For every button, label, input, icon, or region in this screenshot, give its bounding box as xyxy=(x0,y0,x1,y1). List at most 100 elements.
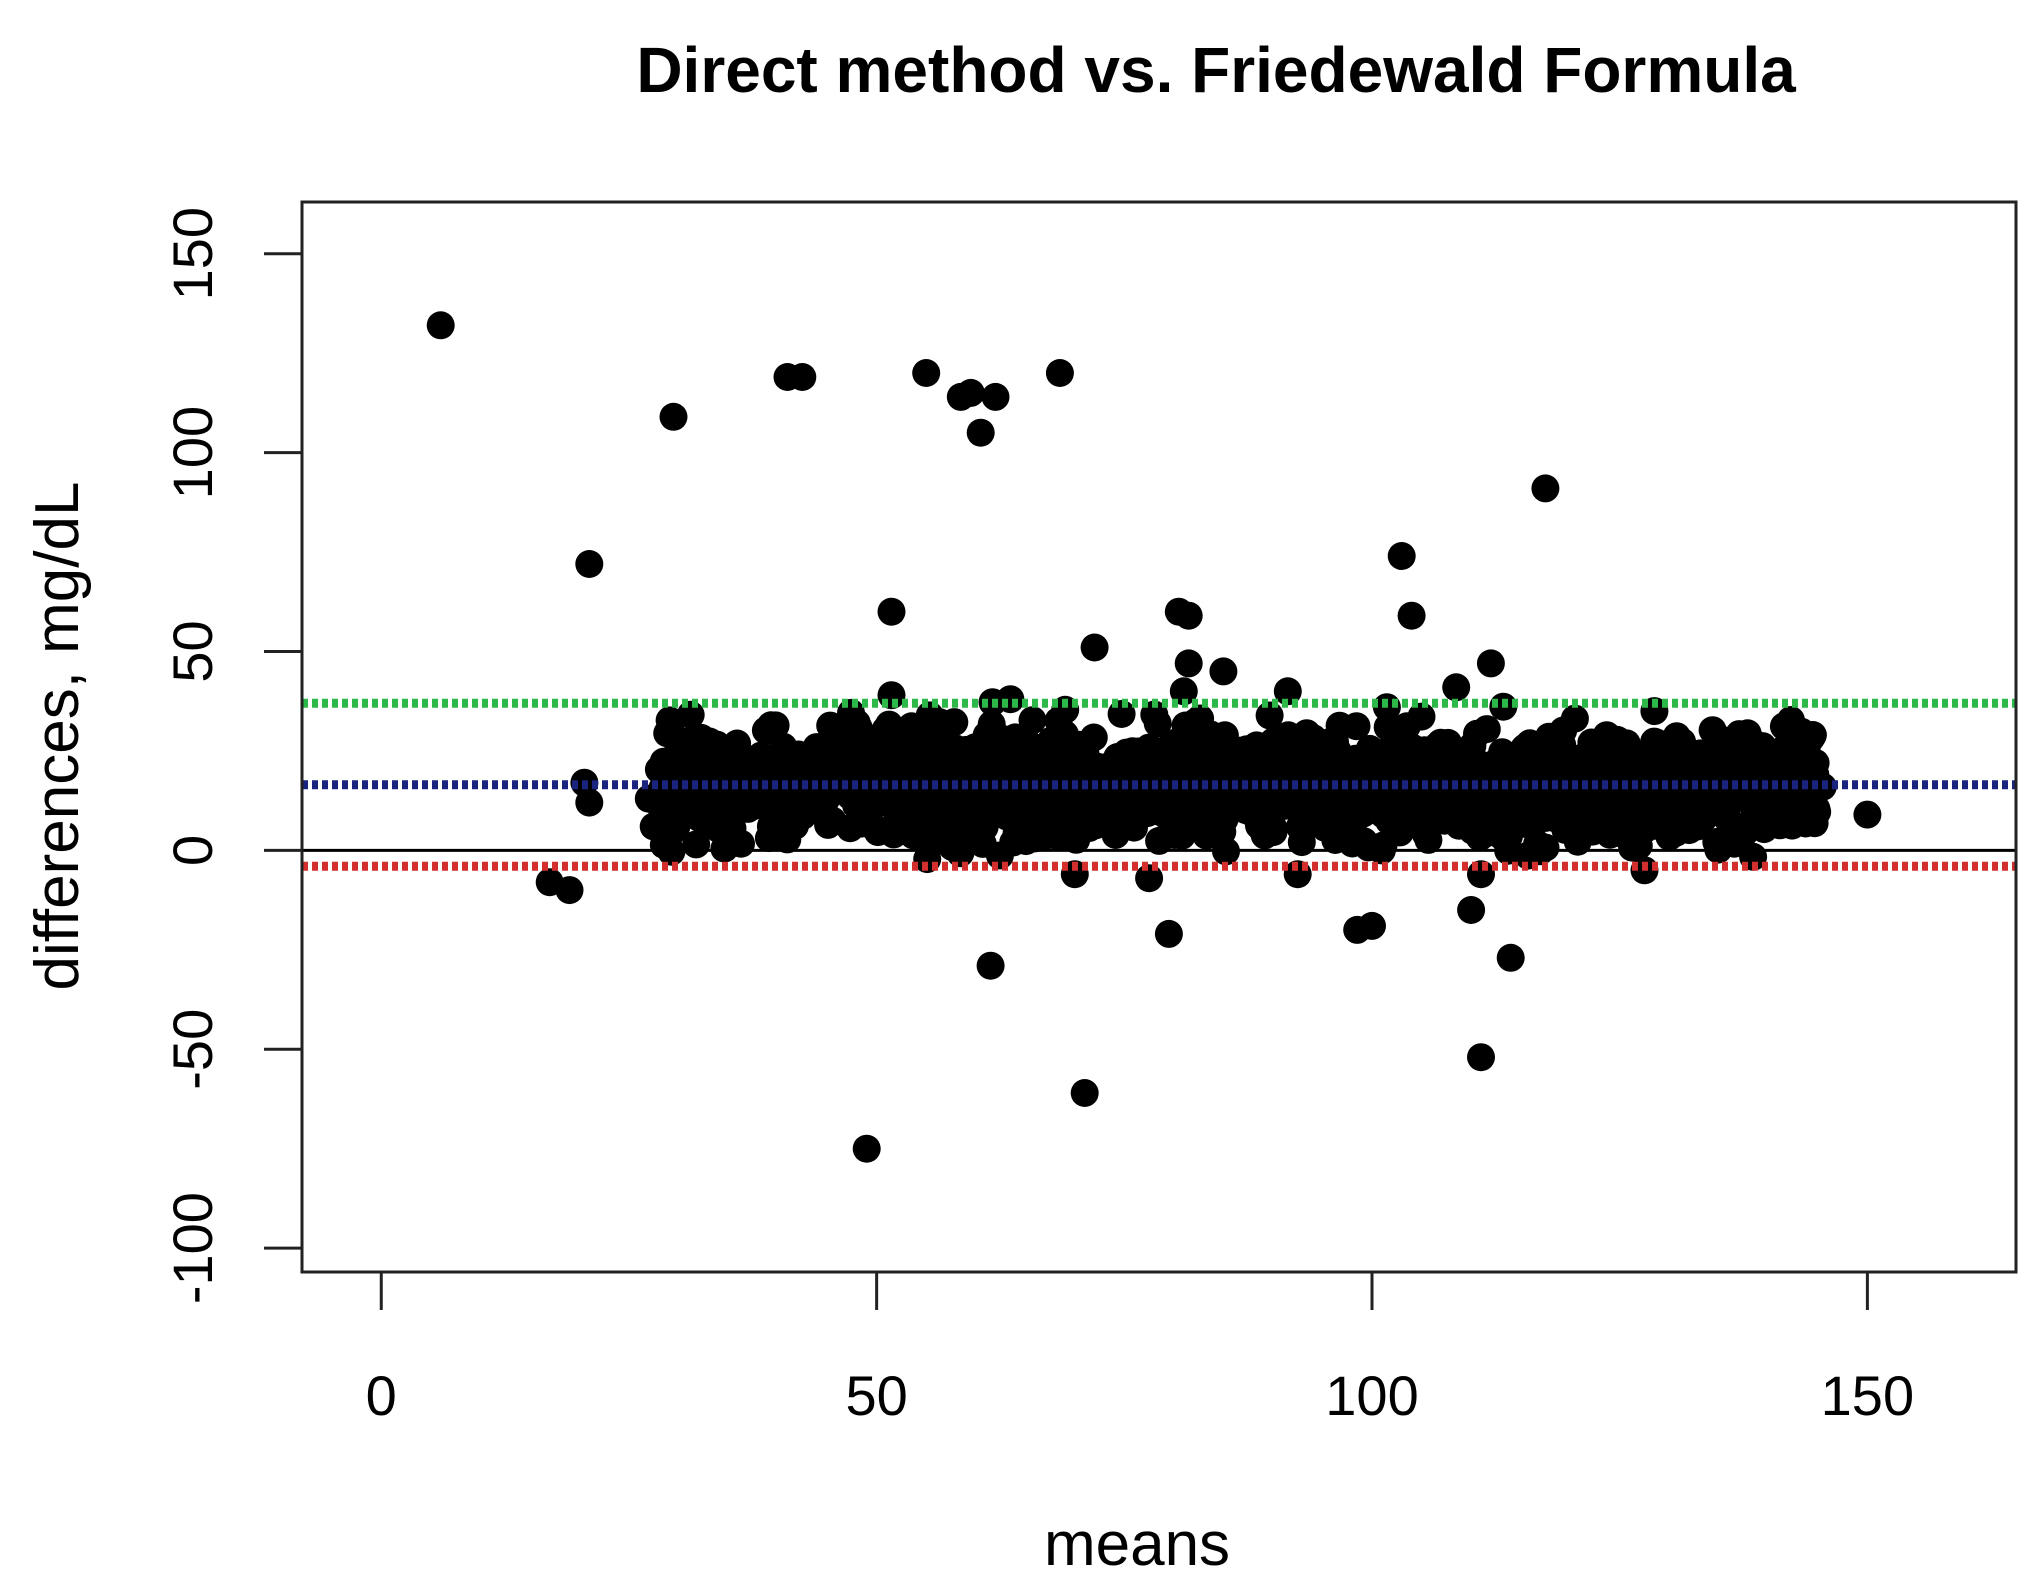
data-point xyxy=(729,742,757,771)
outlier-point xyxy=(1457,896,1486,924)
outlier-point xyxy=(426,311,455,340)
data-point xyxy=(1465,823,1494,852)
data-point xyxy=(714,791,743,820)
data-point xyxy=(1566,817,1595,846)
data-point xyxy=(655,706,684,735)
outlier-point xyxy=(1531,474,1560,503)
outlier-point xyxy=(1358,911,1386,940)
data-point xyxy=(1430,806,1459,835)
outlier-point xyxy=(1467,1043,1495,1072)
data-point xyxy=(1050,739,1079,768)
data-point xyxy=(1018,706,1047,735)
data-point xyxy=(872,751,901,780)
y-axis: -100 -50 0 50 100 150 xyxy=(161,207,304,1304)
data-point xyxy=(985,841,1014,870)
data-point xyxy=(1390,758,1419,787)
outlier-point xyxy=(877,681,906,710)
x-axis-label: means xyxy=(1044,1510,1230,1579)
data-point xyxy=(1352,750,1381,779)
data-point xyxy=(790,753,819,782)
outlier-point xyxy=(1467,860,1495,889)
data-point xyxy=(707,747,735,776)
outlier-point xyxy=(659,816,688,845)
data-point xyxy=(1603,725,1632,754)
outlier-point xyxy=(996,685,1025,714)
outlier-point xyxy=(1784,808,1812,837)
data-point xyxy=(1407,702,1436,731)
points-layer xyxy=(426,311,1882,1163)
data-point xyxy=(1730,819,1759,848)
outlier-point xyxy=(1154,919,1183,948)
outlier-point xyxy=(1174,601,1203,630)
x-tick-label: 0 xyxy=(366,1364,397,1427)
data-point xyxy=(1073,750,1102,779)
data-point xyxy=(1242,731,1271,760)
outlier-point xyxy=(575,788,604,817)
data-point xyxy=(938,832,967,861)
data-point xyxy=(960,802,989,831)
outlier-point xyxy=(1798,721,1827,749)
outlier-point xyxy=(877,597,906,626)
data-point xyxy=(1652,743,1681,772)
outlier-point xyxy=(1442,673,1471,702)
data-point xyxy=(891,726,920,754)
outlier-point xyxy=(976,951,1005,980)
outlier-point xyxy=(912,359,941,387)
data-point xyxy=(1000,793,1029,822)
outlier-point xyxy=(575,550,604,578)
y-tick-label: 50 xyxy=(161,620,224,682)
data-point xyxy=(1641,801,1670,829)
data-point xyxy=(839,743,868,772)
data-point xyxy=(1577,728,1606,757)
outlier-point xyxy=(555,876,584,905)
data-point xyxy=(1513,757,1541,786)
x-tick-label: 50 xyxy=(845,1364,907,1427)
outlier-point xyxy=(1169,677,1198,706)
data-point xyxy=(1357,783,1386,812)
outlier-point xyxy=(1135,864,1164,893)
outlier-point xyxy=(1080,633,1109,662)
data-point xyxy=(891,788,920,817)
data-point xyxy=(912,759,941,787)
data-point xyxy=(761,711,790,740)
data-point xyxy=(1596,750,1625,779)
outlier-point xyxy=(1209,657,1238,686)
outlier-point xyxy=(956,378,985,407)
data-point xyxy=(1255,701,1284,730)
y-tick-label: 0 xyxy=(161,835,224,866)
data-point xyxy=(1297,807,1326,835)
data-point xyxy=(1321,826,1350,854)
data-point xyxy=(1029,822,1058,851)
outlier-point xyxy=(634,784,663,813)
data-point xyxy=(1434,728,1463,757)
x-axis: 0 50 100 150 xyxy=(366,1270,1914,1427)
data-point xyxy=(913,788,942,816)
data-point xyxy=(1548,731,1577,759)
data-point xyxy=(1315,728,1344,757)
data-point xyxy=(1450,757,1479,786)
outlier-point xyxy=(1273,677,1302,706)
data-point xyxy=(1618,833,1647,862)
data-point xyxy=(1675,816,1704,845)
data-point xyxy=(847,809,875,838)
y-tick-label: -50 xyxy=(161,1009,224,1090)
outlier-point xyxy=(1853,800,1882,829)
data-point xyxy=(1210,805,1239,834)
data-point xyxy=(1256,782,1284,811)
y-tick-label: -100 xyxy=(161,1192,224,1304)
y-axis-label: differences, mg/dL xyxy=(23,482,92,991)
outlier-point xyxy=(1045,359,1074,387)
data-point xyxy=(1291,739,1320,768)
data-point xyxy=(1625,766,1654,795)
outlier-point xyxy=(659,402,688,431)
data-point xyxy=(1107,700,1136,728)
outlier-point xyxy=(842,709,871,738)
data-point xyxy=(1081,811,1110,840)
data-point xyxy=(1767,747,1796,776)
chart-title: Direct method vs. Friedewald Formula xyxy=(636,34,1796,106)
outlier-point xyxy=(788,363,817,391)
data-point xyxy=(814,810,843,839)
outlier-point xyxy=(1387,542,1416,570)
data-point xyxy=(791,793,820,822)
data-point xyxy=(1386,788,1415,817)
